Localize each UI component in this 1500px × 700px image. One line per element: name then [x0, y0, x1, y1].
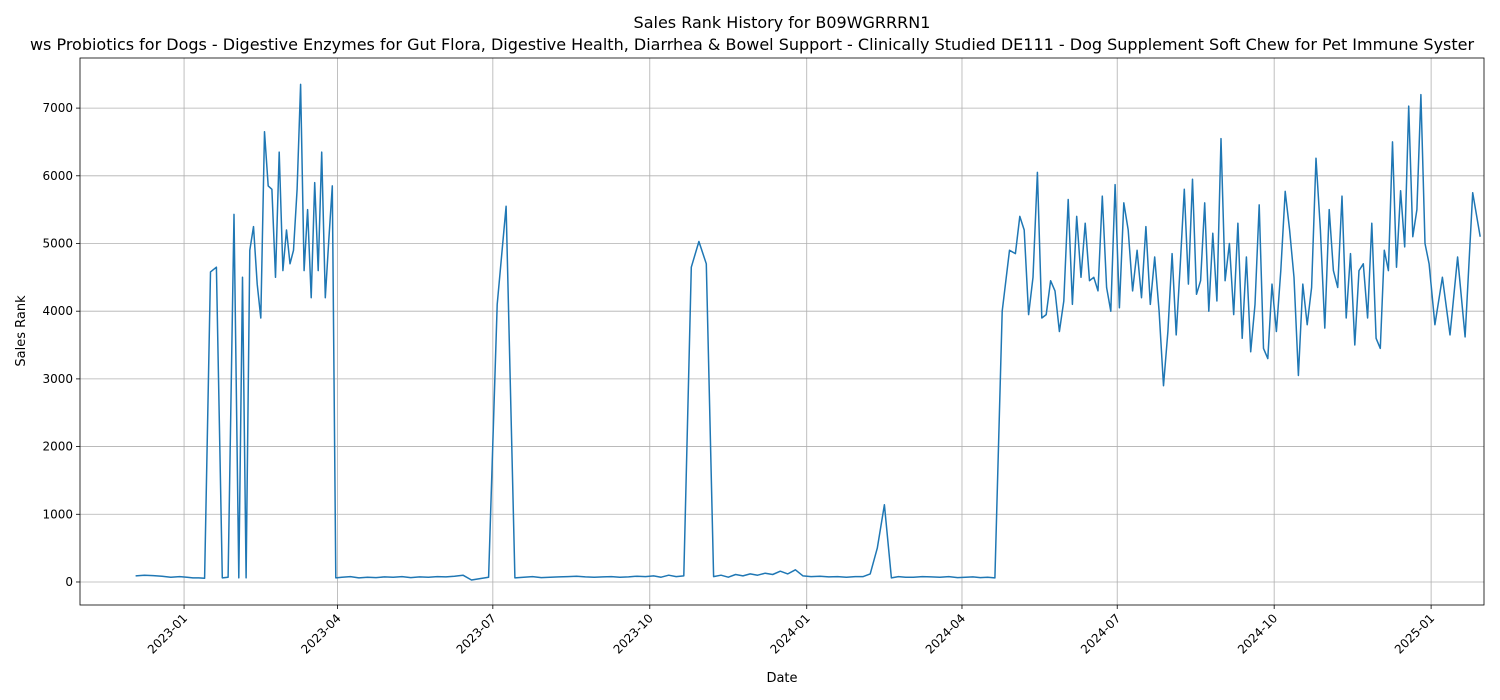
x-tick-label: 2024-07: [1078, 611, 1123, 656]
x-tick-label: 2023-10: [611, 611, 656, 656]
chart-title: Sales Rank History for B09WGRRRN1: [634, 13, 931, 32]
y-axis-label: Sales Rank: [14, 295, 29, 367]
x-tick-label: 2024-04: [923, 611, 968, 656]
y-tick-label: 4000: [42, 304, 73, 318]
x-tick-label: 2024-01: [768, 611, 813, 656]
y-tick-label: 6000: [42, 169, 73, 183]
chart-subtitle: ws Probiotics for Dogs - Digestive Enzym…: [30, 35, 1475, 54]
y-tick-label: 2000: [42, 440, 73, 454]
plot-frame: [79, 57, 1485, 606]
x-axis-label: Date: [766, 671, 797, 686]
y-tick-label: 0: [65, 575, 73, 589]
x-tick-label: 2024-10: [1235, 611, 1280, 656]
x-tick-label: 2025-01: [1392, 611, 1437, 656]
x-tick-label: 2023-01: [145, 611, 190, 656]
y-tick-label: 3000: [42, 372, 73, 386]
x-tick-label: 2023-07: [454, 611, 499, 656]
sales-rank-line: [135, 83, 1481, 581]
y-tick-label: 5000: [42, 236, 73, 250]
y-tick-label: 7000: [42, 101, 73, 115]
x-tick-label: 2023-04: [298, 611, 343, 656]
y-tick-label: 1000: [42, 507, 73, 521]
